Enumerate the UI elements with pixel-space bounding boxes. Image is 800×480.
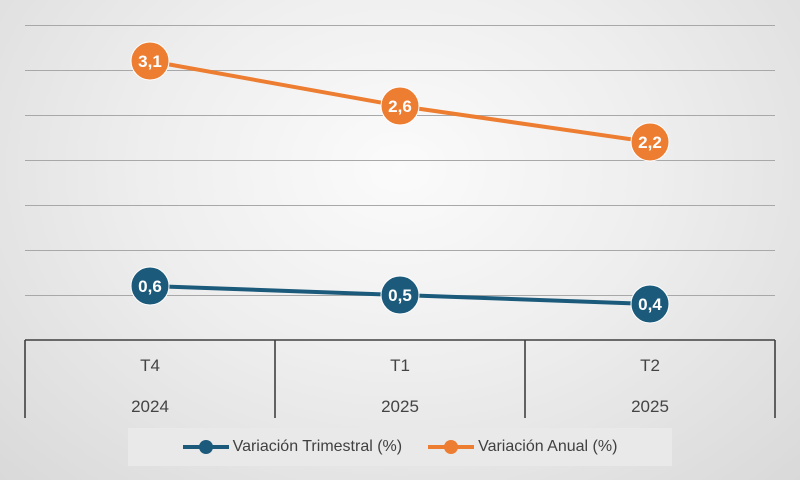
data-point: [130, 41, 170, 81]
data-point: [630, 122, 670, 162]
series-anual: 3,1 2,6 2,2: [130, 41, 670, 162]
tick-label-quarter: T4: [140, 356, 160, 375]
legend-label-anual: Variación Anual (%): [478, 438, 618, 455]
data-label: 0,5: [388, 286, 412, 305]
tick-label-quarter: T1: [390, 356, 410, 375]
legend-marker-anual: [428, 440, 475, 454]
legend: Variación Trimestral (%) Variación Anual…: [128, 428, 672, 466]
data-label: 0,6: [138, 277, 162, 296]
data-label: 2,6: [388, 97, 412, 116]
data-label: 0,4: [638, 295, 662, 314]
legend-item-trimestral: Variación Trimestral (%): [182, 438, 403, 456]
legend-item-anual: Variación Anual (%): [428, 438, 617, 456]
data-point: [380, 275, 420, 315]
category-axis: T4 2024 T1 2025 T2 2025: [24, 339, 776, 418]
data-point: [630, 284, 670, 324]
tick-label-year: 2024: [131, 397, 169, 416]
series-trimestral: 0,6 0,5 0,4: [130, 266, 670, 324]
legend-marker-trimestral: [182, 440, 229, 454]
legend-label-trimestral: Variación Trimestral (%): [232, 438, 403, 455]
data-label: 2,2: [638, 133, 662, 152]
tick-label-year: 2025: [631, 397, 669, 416]
data-point: [130, 266, 170, 306]
data-point: [380, 86, 420, 126]
legend-dot-anual: [444, 440, 459, 454]
legend-dot-trimestral: [198, 440, 213, 454]
tick-label-year: 2025: [381, 397, 419, 416]
series-layer: 0,6 0,5 0,4 3,1 2,6 2,2: [130, 41, 670, 324]
tick-label-quarter: T2: [640, 356, 660, 375]
data-label: 3,1: [138, 52, 162, 71]
